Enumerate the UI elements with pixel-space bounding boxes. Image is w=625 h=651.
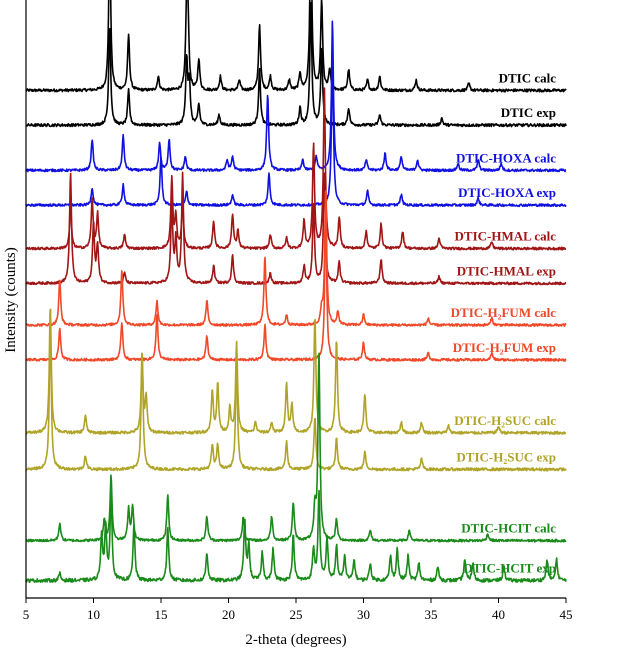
series-label: DTIC-H₂FUM exp <box>453 340 556 355</box>
x-tick-label: 40 <box>492 607 505 622</box>
x-ticks: 5 10 15 20 25 30 35 40 45 <box>23 598 573 622</box>
series-label: DTIC exp <box>501 105 556 120</box>
series-trace <box>25 352 567 543</box>
series-label: DTIC-H₂SUC exp <box>456 449 556 464</box>
x-tick-label: 10 <box>87 607 100 622</box>
series-trace <box>25 87 567 251</box>
series-label: DTIC-HMAL calc <box>455 229 557 244</box>
series-trace <box>25 489 567 584</box>
series-label: DTIC-H₂FUM calc <box>451 305 557 320</box>
x-tick-label: 30 <box>357 607 370 622</box>
series-trace <box>25 190 567 328</box>
series-label: DTIC-HCIT calc <box>461 521 556 536</box>
series-trace <box>25 215 567 362</box>
x-tick-label: 20 <box>222 607 235 622</box>
series-label: DTIC-H₂SUC calc <box>454 413 556 428</box>
series-label: DTIC-HOXA calc <box>456 150 556 165</box>
series-trace <box>25 57 567 208</box>
x-tick-label: 5 <box>23 607 30 622</box>
series-label: DTIC-HCIT exp <box>463 561 556 576</box>
series-label: DTIC-HOXA exp <box>458 185 556 200</box>
pattern-traces <box>25 0 567 584</box>
series-trace <box>25 0 567 93</box>
series-label: DTIC-HMAL exp <box>457 263 556 278</box>
series-trace <box>25 1 567 128</box>
series-trace <box>25 20 567 173</box>
x-tick-label: 45 <box>560 607 573 622</box>
series-labels: DTIC calc DTIC exp DTIC-HOXA calc DTIC-HOXA… <box>451 70 557 575</box>
series-trace <box>25 308 567 435</box>
series-trace <box>25 328 567 472</box>
x-axis-label: 2-theta (degrees) <box>245 632 346 648</box>
series-label: DTIC calc <box>499 70 557 85</box>
series-trace <box>25 171 567 286</box>
y-axis-label: Intensity (counts) <box>3 247 19 352</box>
x-tick-label: 15 <box>155 607 168 622</box>
x-tick-label: 25 <box>290 607 303 622</box>
x-tick-label: 35 <box>425 607 438 622</box>
